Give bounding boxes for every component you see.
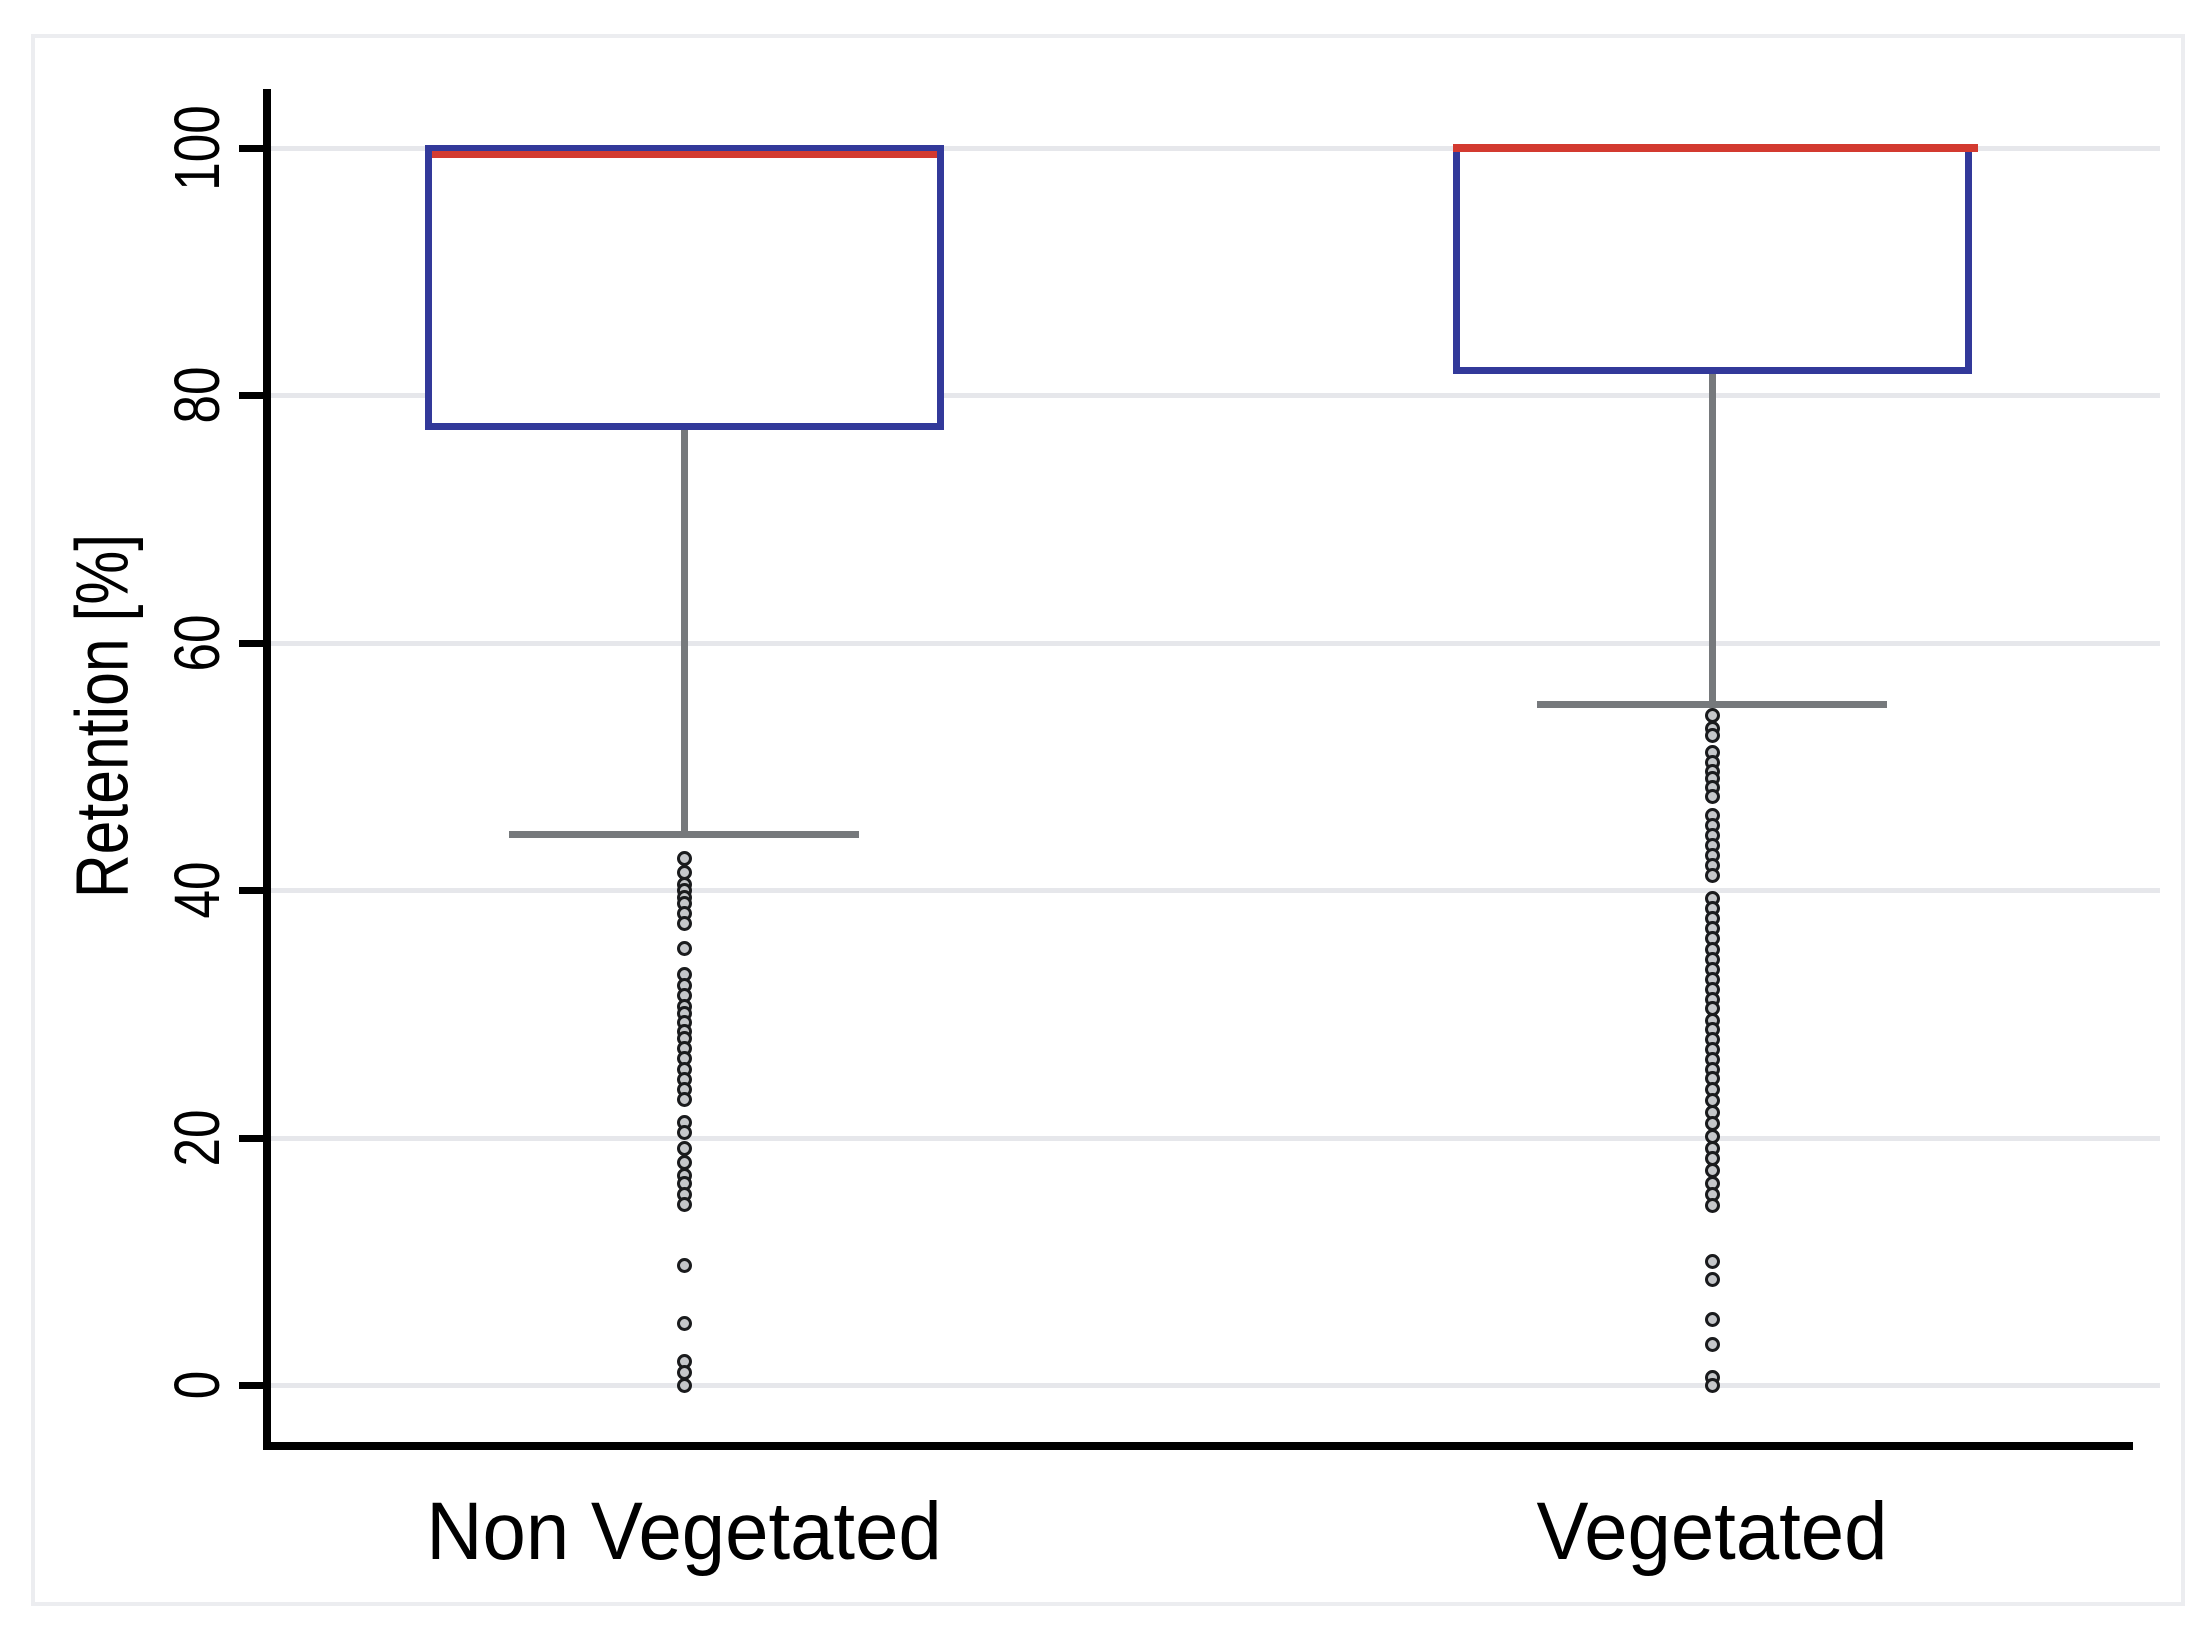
x-axis-line [263,1442,2133,1450]
y-tick-label: 100 [161,105,233,191]
outlier-dot [1704,1198,1720,1214]
y-tick [239,639,263,647]
outlier-dot [676,916,692,932]
y-axis-line [263,89,271,1450]
outlier-dot [1704,1272,1720,1288]
outlier-dot [676,1125,692,1141]
y-tick-label: 80 [161,366,233,424]
median-line [1452,144,1978,152]
outlier-dot [1704,1377,1720,1393]
box [424,144,944,430]
y-gridline [271,888,2160,894]
median-line [431,150,937,158]
y-tick-label: 0 [161,1370,233,1400]
y-tick [239,1382,263,1389]
x-category-label-vegetated: Vegetated [1536,1486,1888,1577]
y-gridline [271,1383,2160,1388]
box [1452,144,1972,375]
y-tick-label: 20 [161,1109,233,1167]
outlier-dot [1704,1336,1720,1352]
y-tick [239,145,263,152]
outlier-dot [676,850,692,866]
outlier-dot [676,1141,692,1157]
outlier-dot [1704,1253,1720,1269]
y-tick-label: 40 [161,861,233,919]
x-category-label-non-vegetated: Non Vegetated [426,1486,942,1577]
outlier-dot [676,1154,692,1170]
whisker-stem [680,426,688,835]
y-tick [239,1134,263,1142]
outlier-dot [676,1196,692,1212]
outlier-dot [1704,728,1720,744]
y-tick-label: 60 [161,614,233,672]
y-gridline [271,146,2160,151]
outlier-dot [1704,788,1720,804]
whisker-stem [1708,370,1716,705]
outlier-dot [676,1315,692,1331]
outlier-dot [676,1377,692,1393]
outlier-dot [676,1257,692,1273]
y-gridline [271,393,2160,399]
whisker-cap [509,831,859,839]
outlier-dot [1704,867,1720,883]
y-axis-title: Retention [%] [60,533,144,899]
outlier-dot [676,1091,692,1107]
outlier-dot [1704,1311,1720,1327]
y-gridline [271,640,2160,646]
y-gridline [271,1135,2160,1141]
whisker-cap [1537,701,1887,709]
y-tick [239,887,263,895]
y-tick [239,392,263,400]
outlier-dot [676,940,692,956]
